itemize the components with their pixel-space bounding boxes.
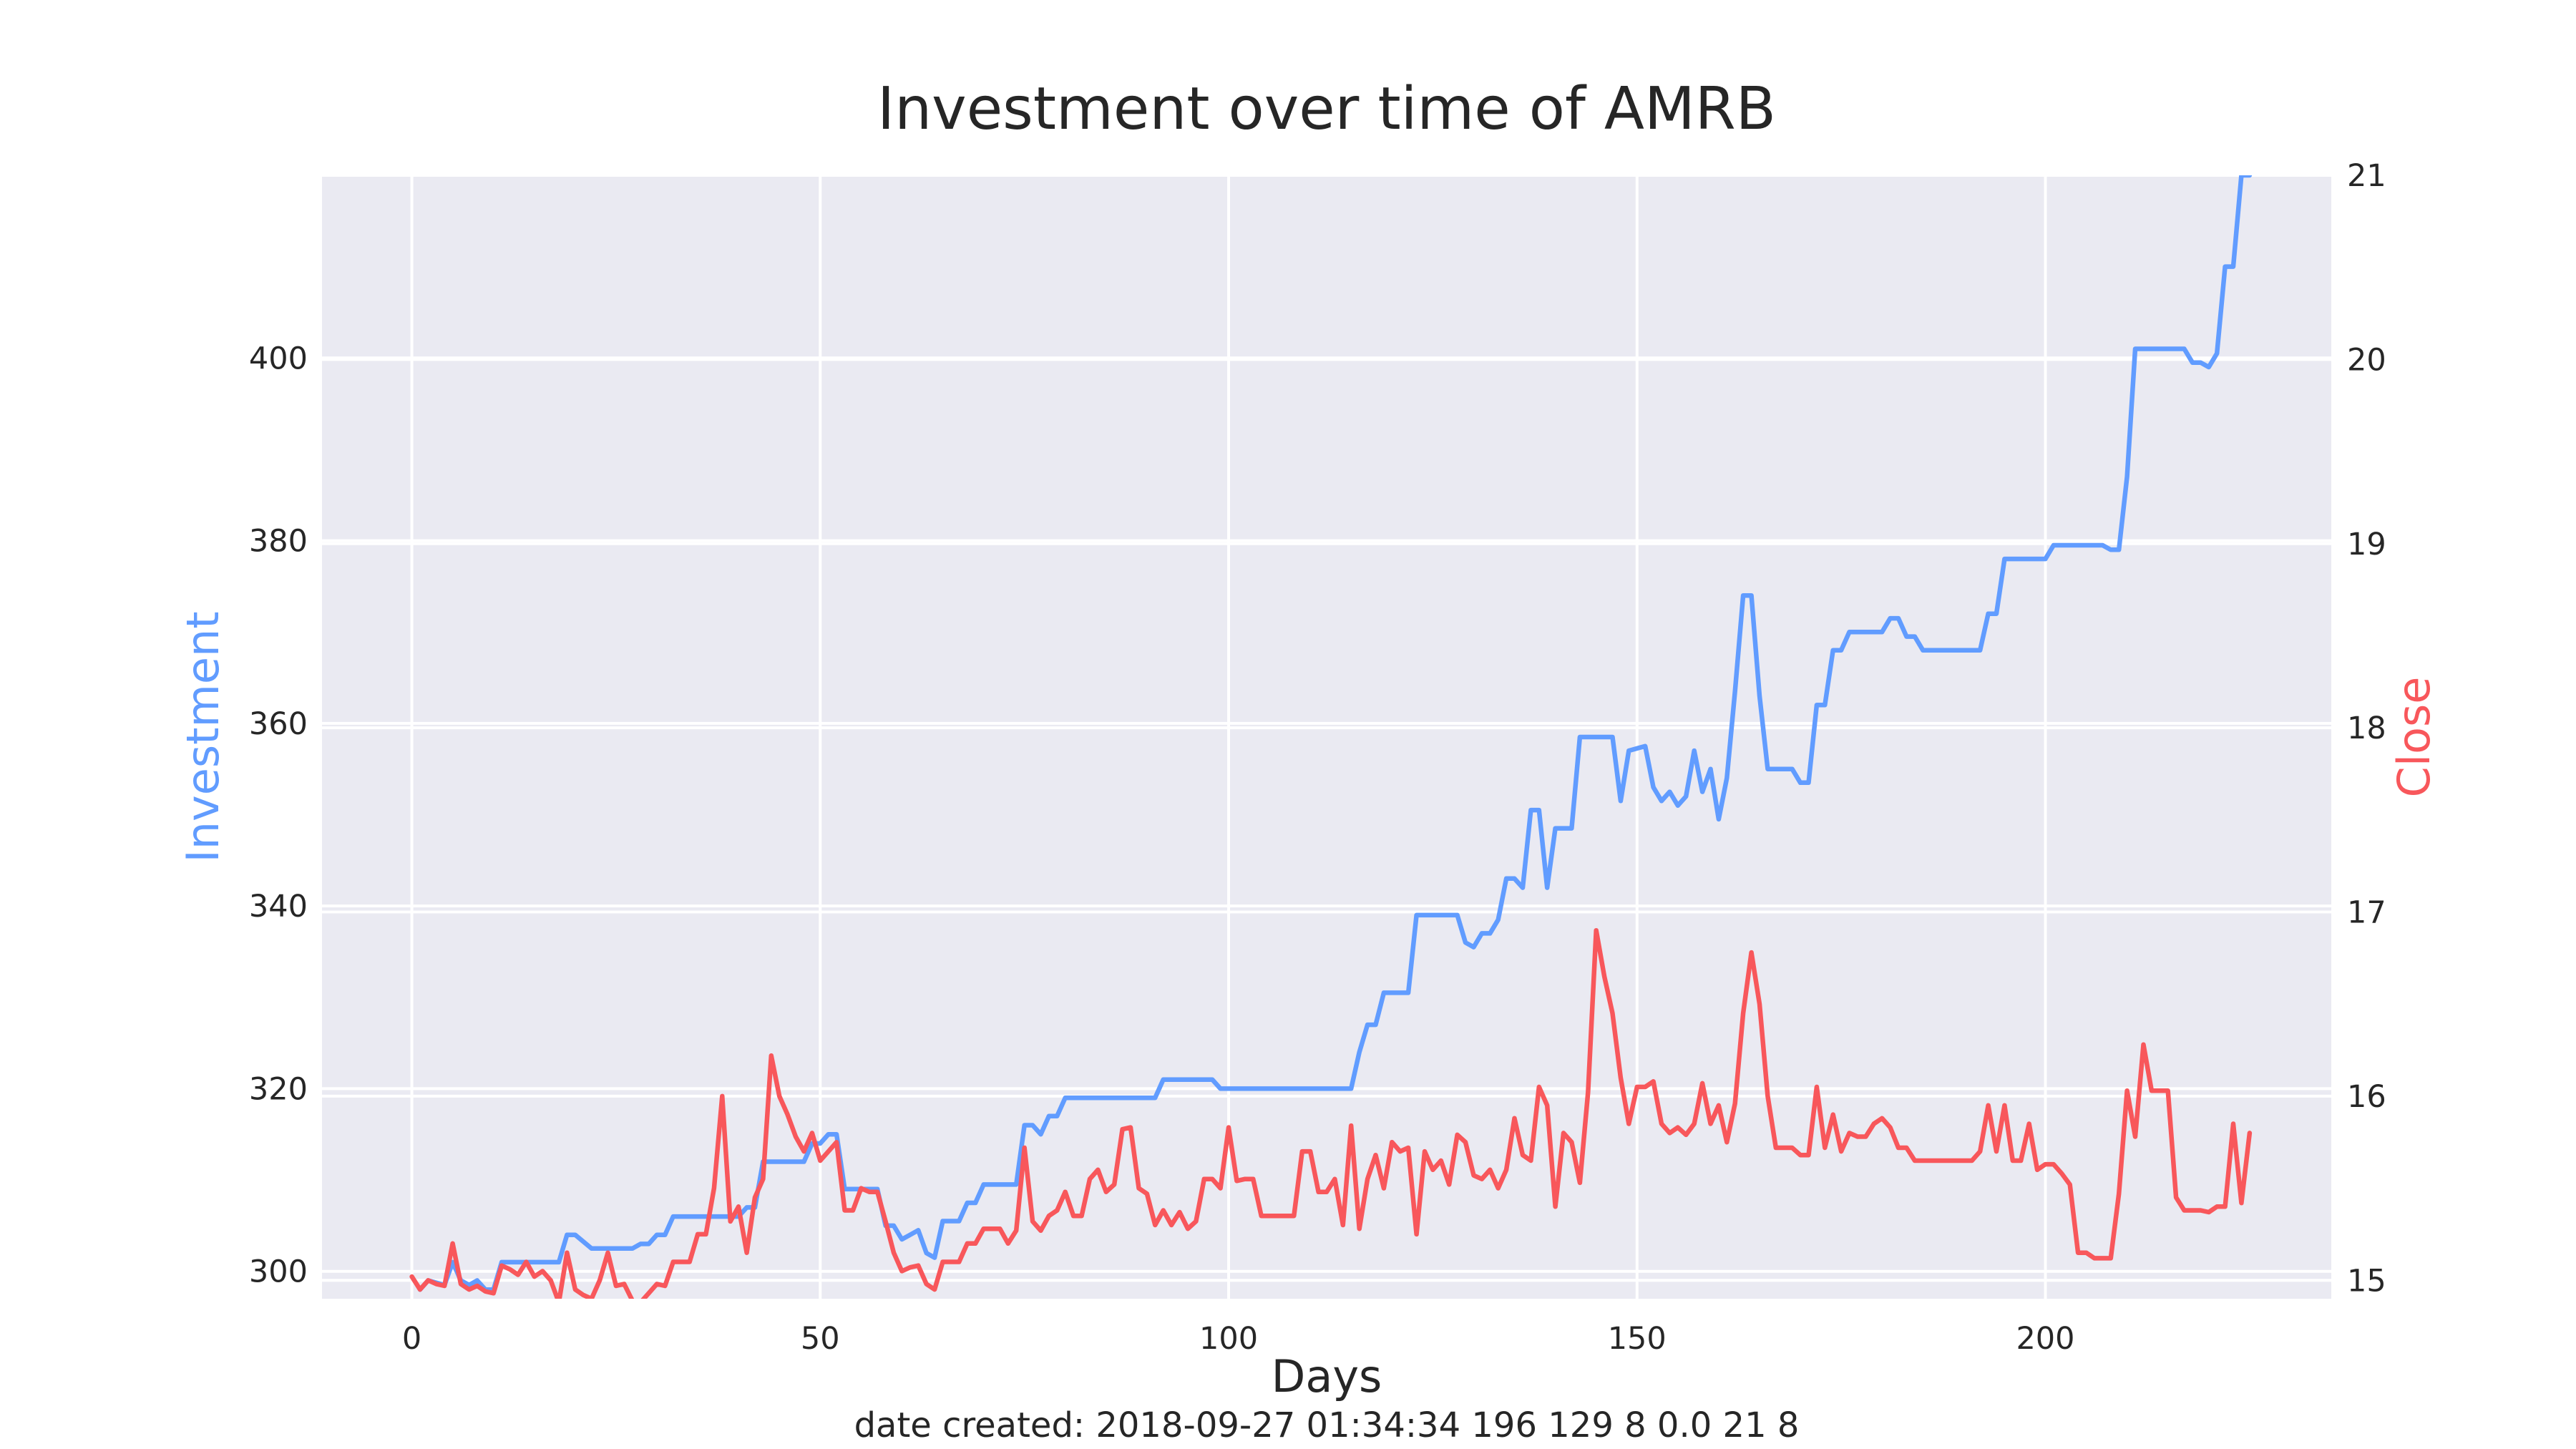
y-tick-label-left: 380 (249, 524, 308, 560)
y-axis-label-left: Investment (177, 611, 229, 862)
y-tick-label-left: 340 (249, 889, 308, 924)
x-axis-label: Days (1272, 1350, 1382, 1402)
y-tick-label-right: 19 (2347, 527, 2386, 562)
x-tick-label: 150 (1608, 1321, 1667, 1357)
y-axis-label-right: Close (2388, 677, 2440, 798)
x-tick-label: 50 (801, 1321, 840, 1357)
grid (322, 174, 2331, 1299)
footer-date-created: date created: 2018-09-27 01:34:34 196 12… (854, 1405, 1800, 1445)
plot-background (322, 175, 2331, 1299)
y-tick-label-right: 21 (2347, 158, 2386, 194)
y-tick-label-left: 400 (249, 341, 308, 376)
y-tick-label-left: 320 (249, 1071, 308, 1107)
chart-title: Investment over time of AMRB (877, 75, 1776, 143)
ticks-group: 0 50 100 150 200 300 320 340 360 380 400 15 16 17 18 19… (249, 158, 2386, 1357)
y-tick-label-right: 18 (2347, 711, 2386, 746)
x-tick-label: 100 (1199, 1321, 1258, 1357)
y-tick-label-left: 300 (249, 1254, 308, 1290)
y-tick-label-right: 20 (2347, 342, 2386, 378)
y-tick-label-left: 360 (249, 706, 308, 742)
series-line-close (409, 927, 2253, 1299)
y-tick-label-right: 17 (2347, 895, 2386, 931)
x-tick-label: 0 (402, 1321, 421, 1357)
series-line-investment (417, 175, 2253, 1292)
x-tick-label: 200 (2016, 1321, 2074, 1357)
series-group (409, 175, 2253, 1299)
y-tick-label-right: 15 (2347, 1263, 2386, 1299)
y-tick-label-right: 16 (2347, 1079, 2386, 1115)
